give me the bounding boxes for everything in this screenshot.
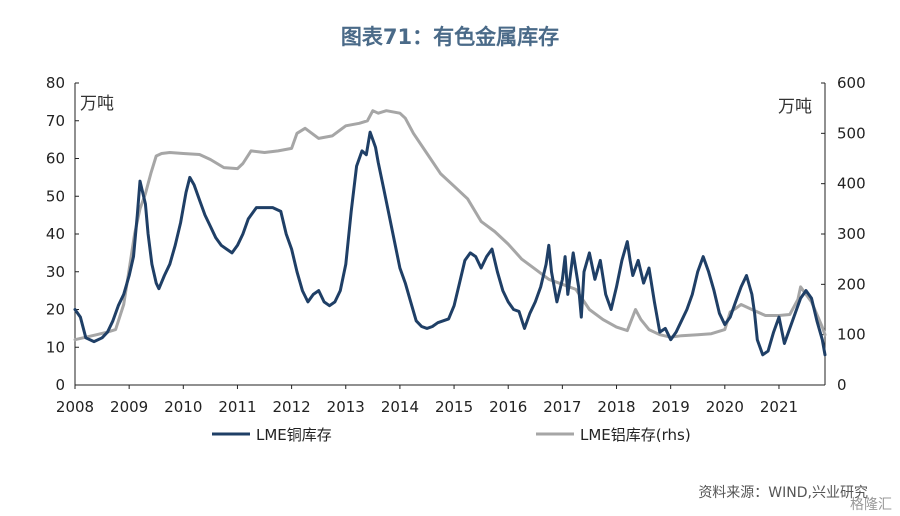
right-tick-label: 300 — [837, 225, 866, 243]
legend-label-aluminum: LME铝库存(rhs) — [580, 426, 691, 444]
legend-label-copper: LME铜库存 — [256, 426, 332, 444]
tick-labels: 0 10 20 30 40 50 60 70 80 0 100 200 300 400 500 600 2008… — [46, 74, 866, 416]
left-axis-unit: 万吨 — [80, 94, 114, 114]
series-line-copper — [73, 130, 827, 357]
right-tick-label: 500 — [837, 124, 866, 142]
left-tick-label: 10 — [46, 338, 65, 356]
series-layer — [73, 109, 827, 357]
watermark: 格隆汇 — [850, 497, 892, 513]
left-tick-label: 40 — [46, 225, 65, 243]
x-tick-label: 2015 — [435, 398, 473, 416]
right-tick-label: 600 — [837, 74, 866, 92]
x-tick-label: 2018 — [597, 398, 635, 416]
right-tick-label: 100 — [837, 326, 866, 344]
x-tick-label: 2017 — [543, 398, 581, 416]
x-tick-label: 2012 — [273, 398, 311, 416]
right-axis-unit: 万吨 — [778, 97, 812, 117]
legend: LME铜库存 LME铝库存(rhs) — [212, 426, 691, 444]
right-tick-label: 200 — [837, 275, 866, 293]
source-note: 资料来源：WIND,兴业研究 — [698, 485, 868, 501]
left-tick-label: 60 — [46, 150, 65, 168]
x-tick-label: 2020 — [706, 398, 744, 416]
x-tick-label: 2016 — [489, 398, 527, 416]
x-tick-label: 2019 — [652, 398, 690, 416]
left-tick-label: 70 — [46, 112, 65, 130]
right-tick-label: 0 — [837, 376, 847, 394]
axes — [74, 82, 826, 389]
right-tick-label: 400 — [837, 175, 866, 193]
series-line-aluminum — [73, 109, 827, 342]
x-tick-label: 2021 — [760, 398, 798, 416]
x-tick-label: 2011 — [218, 398, 256, 416]
left-tick-label: 50 — [46, 187, 65, 205]
left-tick-label: 30 — [46, 263, 65, 281]
chart-title: 图表71：有色金属库存 — [341, 25, 559, 49]
left-tick-label: 0 — [55, 376, 65, 394]
left-tick-label: 20 — [46, 301, 65, 319]
left-tick-label: 80 — [46, 74, 65, 92]
x-tick-label: 2013 — [327, 398, 365, 416]
x-tick-label: 2009 — [110, 398, 148, 416]
x-tick-label: 2008 — [56, 398, 94, 416]
x-tick-label: 2014 — [381, 398, 419, 416]
x-tick-label: 2010 — [164, 398, 202, 416]
